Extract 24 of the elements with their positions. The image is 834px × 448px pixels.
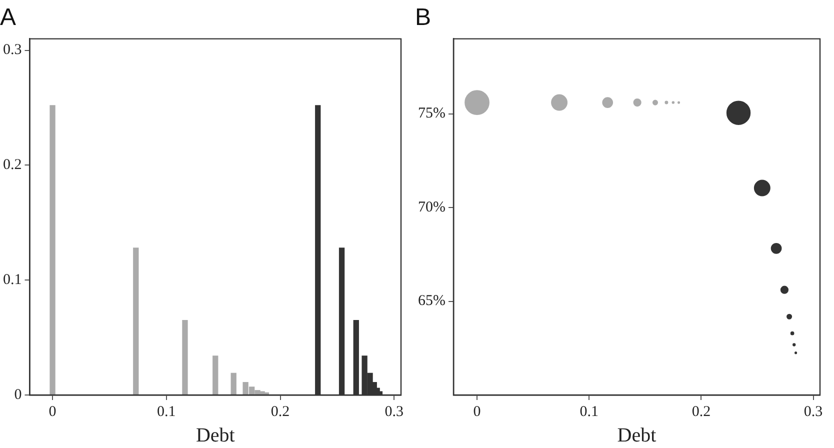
chart-title: B — [415, 4, 432, 32]
x-axis-title: Debt — [196, 424, 236, 446]
x-tick-label: 0 — [48, 404, 56, 420]
y-tick-label: 70% — [418, 199, 446, 216]
x-tick-label: 0.1 — [157, 404, 176, 420]
x-axis-title: Debt — [617, 424, 657, 446]
y-tick-label: 0 — [14, 386, 22, 403]
x-tick-label: 0.2 — [270, 404, 290, 420]
y-tick-label: 0.1 — [3, 272, 22, 288]
y-tick-label: 75% — [418, 106, 446, 122]
bar — [50, 105, 56, 395]
bar — [182, 320, 188, 395]
y-tick-label: 0.2 — [3, 157, 22, 174]
bar — [133, 248, 139, 395]
x-tick-label: 0.3 — [804, 404, 823, 420]
x-tick-label: 0.3 — [384, 404, 404, 420]
chart-title: A — [0, 4, 16, 32]
bar — [212, 356, 218, 395]
x-tick-label: 0.2 — [692, 404, 711, 420]
bar — [230, 372, 236, 395]
x-tick-label: 0 — [473, 404, 481, 420]
y-tick-label: 0.3 — [3, 42, 22, 58]
x-tick-label: 0.1 — [580, 404, 598, 420]
y-tick-label: 65% — [418, 293, 446, 310]
